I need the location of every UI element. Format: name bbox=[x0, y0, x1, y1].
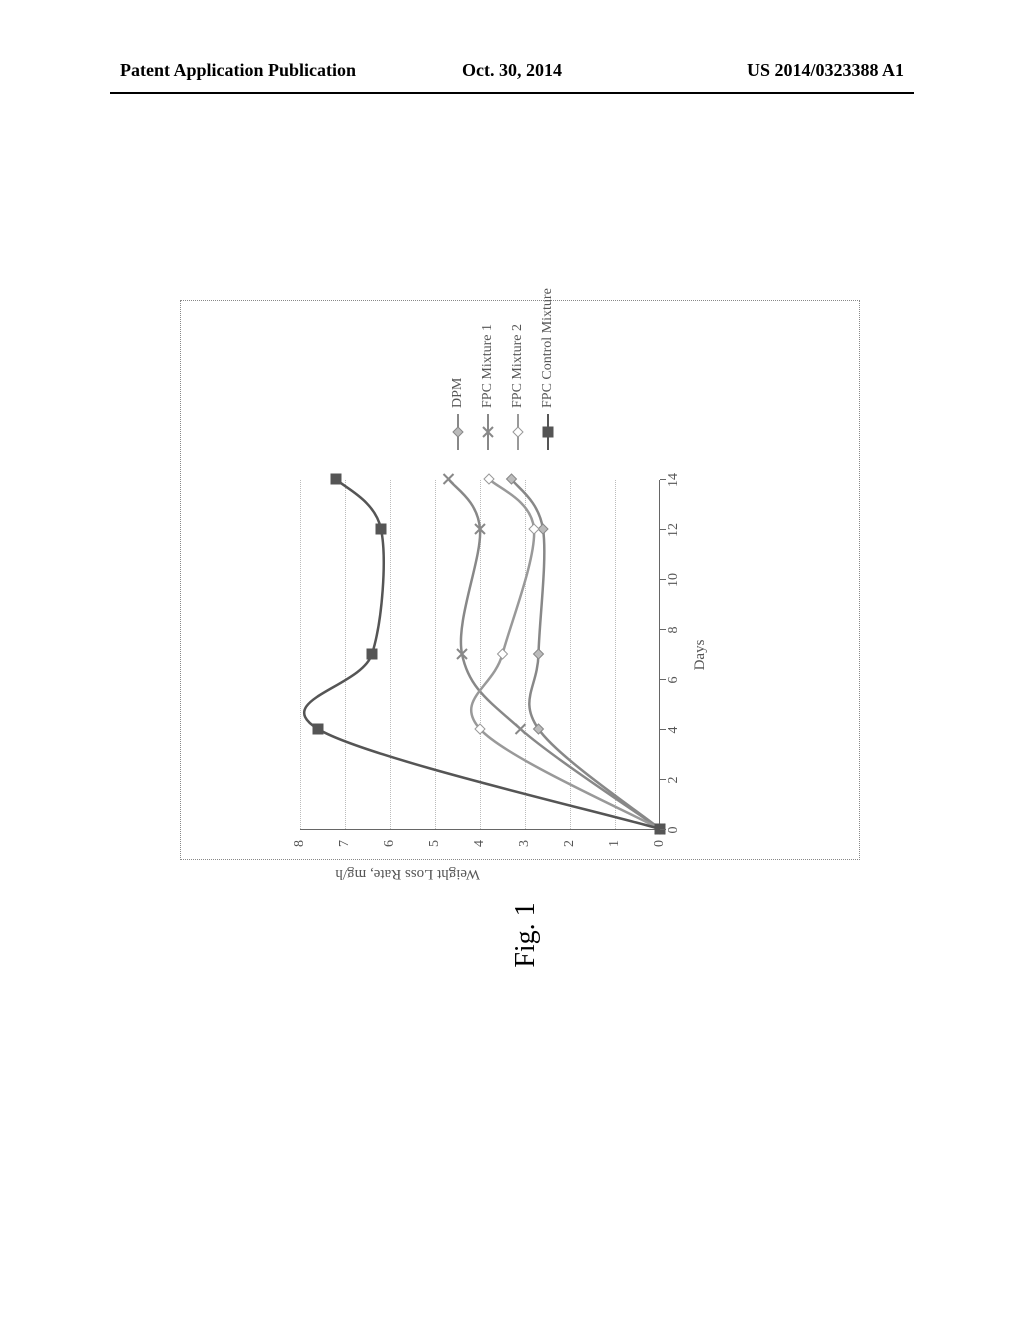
legend-swatch bbox=[451, 414, 465, 450]
y-tick-label: 7 bbox=[337, 840, 353, 870]
y-axis-label: Weight Loss Rate, mg/h bbox=[335, 865, 480, 882]
header-rule bbox=[110, 92, 914, 94]
data-marker bbox=[313, 724, 323, 734]
y-tick-label: 4 bbox=[472, 840, 488, 870]
legend-item: DPM bbox=[450, 288, 466, 450]
y-tick-label: 6 bbox=[382, 840, 398, 870]
x-tick-label: 14 bbox=[666, 473, 824, 487]
data-marker bbox=[498, 649, 508, 659]
data-marker bbox=[367, 649, 377, 659]
x-tick-label: 8 bbox=[666, 627, 824, 634]
data-marker bbox=[516, 724, 526, 734]
x-tick-label: 2 bbox=[666, 777, 824, 784]
y-tick-label: 3 bbox=[517, 840, 533, 870]
data-marker bbox=[331, 474, 341, 484]
header-date: Oct. 30, 2014 bbox=[462, 60, 562, 81]
data-marker bbox=[534, 649, 544, 659]
y-tick-label: 1 bbox=[607, 840, 623, 870]
header-pubno: US 2014/0323388 A1 bbox=[747, 60, 904, 81]
data-marker bbox=[529, 524, 539, 534]
plot-area bbox=[300, 480, 660, 830]
data-marker bbox=[444, 474, 454, 484]
x-tick-label: 6 bbox=[666, 677, 824, 684]
legend-label: FPC Control Mixture bbox=[540, 288, 556, 408]
legend-swatch bbox=[541, 414, 555, 450]
legend-item: FPC Mixture 2 bbox=[510, 288, 526, 450]
x-tick-label: 4 bbox=[666, 727, 824, 734]
y-tick-label: 8 bbox=[292, 840, 308, 870]
legend: DPM FPC Mixture 1 FPC Mixture 2 FPC Control… bbox=[450, 288, 570, 450]
x-tick-label: 0 bbox=[666, 827, 824, 834]
figure-caption: Fig. 1 bbox=[510, 902, 542, 967]
chart: Weight Loss Rate, mg/h Days 012345678 02… bbox=[240, 240, 800, 920]
figure-chart-rotated: Weight Loss Rate, mg/h Days 012345678 02… bbox=[240, 240, 800, 920]
chart-lines bbox=[300, 479, 660, 829]
x-axis-label: Days bbox=[692, 640, 709, 671]
legend-item: FPC Mixture 1 bbox=[480, 288, 496, 450]
x-tick-label: 12 bbox=[666, 523, 824, 537]
y-tick-label: 2 bbox=[562, 840, 578, 870]
y-tick-label: 0 bbox=[652, 840, 668, 870]
legend-item: FPC Control Mixture bbox=[540, 288, 556, 450]
page-header: Patent Application Publication Oct. 30, … bbox=[0, 60, 1024, 81]
legend-swatch bbox=[511, 414, 525, 450]
header-left: Patent Application Publication bbox=[120, 60, 356, 81]
x-tick-label: 10 bbox=[666, 573, 824, 587]
data-marker bbox=[376, 524, 386, 534]
legend-label: FPC Mixture 1 bbox=[480, 324, 496, 408]
y-tick-label: 5 bbox=[427, 840, 443, 870]
legend-label: DPM bbox=[450, 378, 466, 408]
legend-swatch bbox=[481, 414, 495, 450]
legend-label: FPC Mixture 2 bbox=[510, 324, 526, 408]
